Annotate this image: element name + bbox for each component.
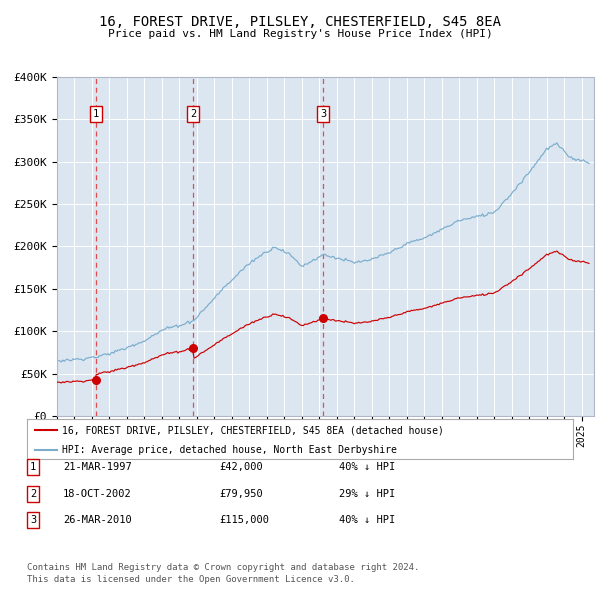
Text: 40% ↓ HPI: 40% ↓ HPI <box>339 463 395 472</box>
Text: 26-MAR-2010: 26-MAR-2010 <box>63 516 132 525</box>
Text: 1: 1 <box>30 463 36 472</box>
Text: This data is licensed under the Open Government Licence v3.0.: This data is licensed under the Open Gov… <box>27 575 355 584</box>
Text: Contains HM Land Registry data © Crown copyright and database right 2024.: Contains HM Land Registry data © Crown c… <box>27 563 419 572</box>
Text: Price paid vs. HM Land Registry's House Price Index (HPI): Price paid vs. HM Land Registry's House … <box>107 30 493 39</box>
Text: 1: 1 <box>93 109 99 119</box>
Text: 40% ↓ HPI: 40% ↓ HPI <box>339 516 395 525</box>
Text: 16, FOREST DRIVE, PILSLEY, CHESTERFIELD, S45 8EA: 16, FOREST DRIVE, PILSLEY, CHESTERFIELD,… <box>99 15 501 30</box>
Text: 16, FOREST DRIVE, PILSLEY, CHESTERFIELD, S45 8EA (detached house): 16, FOREST DRIVE, PILSLEY, CHESTERFIELD,… <box>62 425 445 435</box>
Text: 2: 2 <box>30 489 36 499</box>
Text: 3: 3 <box>320 109 326 119</box>
Text: 3: 3 <box>30 516 36 525</box>
Text: £79,950: £79,950 <box>219 489 263 499</box>
Text: 18-OCT-2002: 18-OCT-2002 <box>63 489 132 499</box>
Text: 21-MAR-1997: 21-MAR-1997 <box>63 463 132 472</box>
Text: £42,000: £42,000 <box>219 463 263 472</box>
Text: 2: 2 <box>190 109 197 119</box>
Text: 29% ↓ HPI: 29% ↓ HPI <box>339 489 395 499</box>
Text: HPI: Average price, detached house, North East Derbyshire: HPI: Average price, detached house, Nort… <box>62 445 397 455</box>
Text: £115,000: £115,000 <box>219 516 269 525</box>
